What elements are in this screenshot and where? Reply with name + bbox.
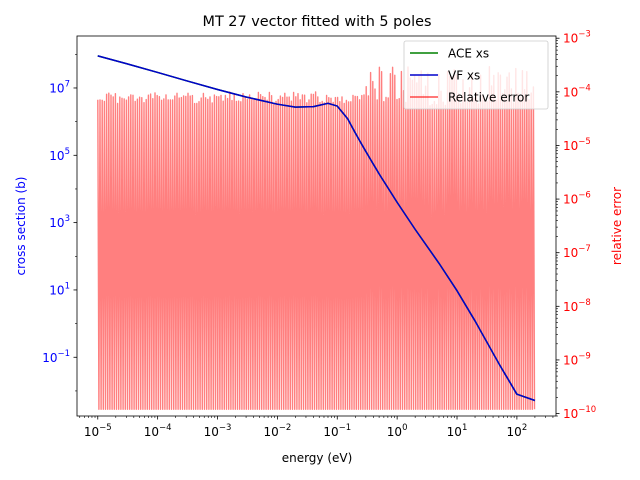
- x-tick-label: 100: [387, 423, 408, 439]
- x-axis-label: energy (eV): [282, 451, 353, 465]
- right-y-tick-label: 10−9: [563, 351, 591, 367]
- x-tick-label: 10−2: [263, 423, 291, 439]
- left-y-tick-label: 101: [49, 281, 70, 297]
- legend-label-ace-xs: ACE xs: [448, 47, 489, 61]
- left-y-tick-label: 103: [49, 214, 70, 230]
- left-y-tick-label: 107: [49, 79, 70, 95]
- left-y-tick-label: 10−1: [42, 349, 70, 365]
- right-y-tick-label: 10−3: [563, 30, 591, 46]
- vf-xs-line: [97, 55, 536, 402]
- right-y-axis-ticks: 10−10 10−9 10−8 10−7 10−6 10−5 10−4 10−3: [556, 30, 596, 421]
- right-y-axis-label: relative error: [610, 187, 624, 265]
- x-axis-ticks: 10−5 10−4 10−3 10−2 10−1 100 101 102: [79, 416, 554, 439]
- legend: ACE xs VF xs Relative error: [403, 40, 549, 110]
- right-y-tick-label: 10−7: [563, 244, 591, 260]
- x-tick-label: 10−3: [204, 423, 232, 439]
- cross-section-series: [97, 55, 536, 402]
- legend-label-relative-error: Relative error: [448, 91, 529, 105]
- x-tick-label: 101: [447, 423, 468, 439]
- right-y-tick-label: 10−10: [563, 405, 596, 421]
- chart-title: MT 27 vector fitted with 5 poles: [203, 14, 432, 30]
- x-tick-label: 10−4: [144, 423, 172, 439]
- x-tick-label: 102: [507, 423, 528, 439]
- right-y-tick-label: 10−4: [563, 83, 591, 99]
- relative-error-line: [97, 65, 536, 410]
- legend-box: [403, 40, 549, 110]
- left-y-axis-ticks: 10−1 101 103 105 107: [42, 54, 77, 392]
- x-tick-label: 10−5: [84, 423, 112, 439]
- legend-label-vf-xs: VF xs: [448, 69, 480, 83]
- relative-error-series: [97, 65, 536, 410]
- left-y-axis-label: cross section (b): [14, 177, 28, 276]
- right-y-tick-label: 10−6: [563, 191, 591, 207]
- plot-frame: [76, 35, 557, 417]
- right-y-tick-label: 10−5: [563, 137, 591, 153]
- right-y-tick-label: 10−8: [563, 298, 591, 314]
- left-y-tick-label: 105: [49, 147, 70, 163]
- x-tick-label: 10−1: [323, 423, 351, 439]
